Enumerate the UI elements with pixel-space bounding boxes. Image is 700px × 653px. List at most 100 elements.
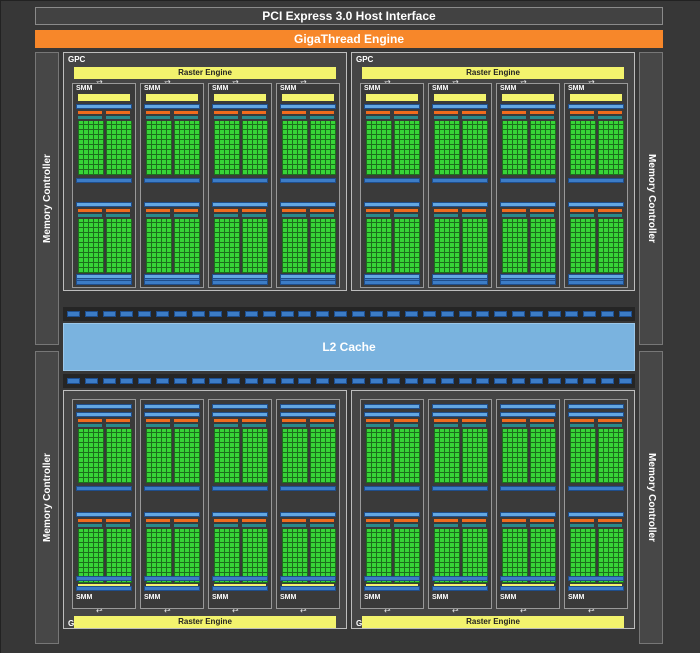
connection-arrow-icon: ⇄ bbox=[300, 605, 307, 614]
warp-scheduler bbox=[242, 519, 266, 522]
crossbar-port bbox=[227, 378, 241, 384]
instruction-buffer bbox=[500, 104, 556, 109]
cuda-core-grid bbox=[78, 121, 104, 175]
smm-label: SMM bbox=[568, 85, 585, 92]
dispatch-unit bbox=[146, 524, 170, 527]
dispatch-unit bbox=[78, 116, 102, 119]
cuda-core-grid bbox=[242, 529, 268, 583]
warp-scheduler bbox=[570, 111, 594, 114]
cuda-core-grid bbox=[242, 121, 268, 175]
dispatch-unit bbox=[394, 424, 418, 427]
cuda-core-grid bbox=[570, 219, 596, 273]
connection-arrow-icon: ⇄ bbox=[232, 79, 239, 87]
smm-block: SMM bbox=[208, 399, 272, 609]
cuda-core-block bbox=[530, 429, 556, 483]
instruction-cache bbox=[282, 94, 334, 101]
smm-label: SMM bbox=[432, 594, 449, 601]
instruction-buffer bbox=[144, 104, 200, 109]
warp-scheduler bbox=[462, 111, 486, 114]
crossbar-port bbox=[209, 378, 223, 384]
cuda-core-block bbox=[598, 219, 624, 273]
instruction-buffer bbox=[76, 512, 132, 517]
warp-scheduler bbox=[174, 519, 198, 522]
crossbar-port bbox=[440, 311, 454, 317]
instruction-buffer bbox=[212, 412, 268, 417]
instruction-buffer bbox=[500, 202, 556, 207]
load-store-units bbox=[280, 178, 336, 183]
cuda-core-grid bbox=[310, 121, 336, 175]
crossbar-port bbox=[601, 378, 614, 384]
smm-block: SMM bbox=[360, 83, 424, 288]
shared-memory bbox=[144, 404, 200, 409]
crossbar-port bbox=[351, 378, 365, 384]
load-store-units bbox=[432, 586, 488, 591]
warp-scheduler bbox=[434, 111, 458, 114]
memory-controller-top-right: Memory Controller bbox=[639, 52, 663, 345]
cuda-core-grid bbox=[462, 121, 488, 175]
cuda-core-grid bbox=[570, 121, 596, 175]
crossbar-port bbox=[512, 311, 525, 317]
crossbar-port bbox=[369, 311, 383, 317]
dispatch-unit bbox=[570, 116, 594, 119]
crossbar-port bbox=[84, 311, 98, 317]
load-store-units bbox=[76, 586, 132, 591]
cuda-core-grid bbox=[310, 529, 336, 583]
warp-scheduler bbox=[242, 209, 266, 212]
dispatch-unit bbox=[502, 524, 526, 527]
warp-scheduler bbox=[214, 419, 238, 422]
dispatch-unit bbox=[434, 214, 458, 217]
cuda-core-block bbox=[502, 429, 528, 483]
smm-label: SMM bbox=[364, 85, 381, 92]
cuda-core-grid bbox=[174, 121, 200, 175]
warp-scheduler bbox=[570, 519, 594, 522]
crossbar-bottom bbox=[63, 374, 635, 388]
cuda-core-grid bbox=[282, 121, 308, 175]
warp-scheduler bbox=[570, 209, 594, 212]
load-store-units bbox=[212, 486, 268, 491]
crossbar-port bbox=[512, 378, 525, 384]
crossbar-port bbox=[476, 378, 490, 384]
dispatch-unit bbox=[174, 524, 198, 527]
cuda-core-grid bbox=[502, 529, 528, 583]
load-store-units bbox=[364, 178, 420, 183]
load-store-units bbox=[568, 486, 624, 491]
texture-units bbox=[280, 576, 336, 581]
instruction-buffer bbox=[280, 202, 336, 207]
crossbar-port bbox=[601, 311, 614, 317]
cuda-core-block bbox=[598, 429, 624, 483]
cuda-core-block bbox=[462, 121, 488, 175]
warp-scheduler bbox=[598, 419, 622, 422]
dispatch-unit bbox=[78, 214, 102, 217]
shared-memory bbox=[364, 404, 420, 409]
cuda-core-block bbox=[434, 121, 460, 175]
dispatch-unit bbox=[434, 424, 458, 427]
connection-arrow-icon: ⇄ bbox=[520, 605, 527, 614]
warp-scheduler bbox=[310, 519, 334, 522]
warp-scheduler bbox=[310, 209, 334, 212]
dispatch-unit bbox=[214, 116, 238, 119]
load-store-units bbox=[568, 178, 624, 183]
warp-scheduler bbox=[502, 419, 526, 422]
cuda-core-block bbox=[598, 529, 624, 583]
cuda-core-block bbox=[310, 529, 336, 583]
dispatch-unit bbox=[282, 524, 306, 527]
cuda-core-block bbox=[366, 429, 392, 483]
crossbar-port bbox=[280, 378, 294, 384]
cuda-core-grid bbox=[434, 429, 460, 483]
smm-block: SMM bbox=[428, 399, 492, 609]
smm-block: SMM bbox=[208, 83, 272, 288]
crossbar-port bbox=[316, 311, 330, 317]
dispatch-unit bbox=[106, 524, 130, 527]
cuda-core-block bbox=[502, 219, 528, 273]
cuda-core-block bbox=[242, 429, 268, 483]
cuda-core-block bbox=[570, 219, 596, 273]
instruction-buffer bbox=[144, 412, 200, 417]
smm-block: SMM bbox=[428, 83, 492, 288]
texture-units bbox=[76, 576, 132, 581]
cuda-core-block bbox=[174, 429, 200, 483]
crossbar-port bbox=[138, 378, 152, 384]
crossbar-port bbox=[440, 378, 454, 384]
dispatch-unit bbox=[598, 424, 622, 427]
cuda-core-grid bbox=[242, 219, 268, 273]
